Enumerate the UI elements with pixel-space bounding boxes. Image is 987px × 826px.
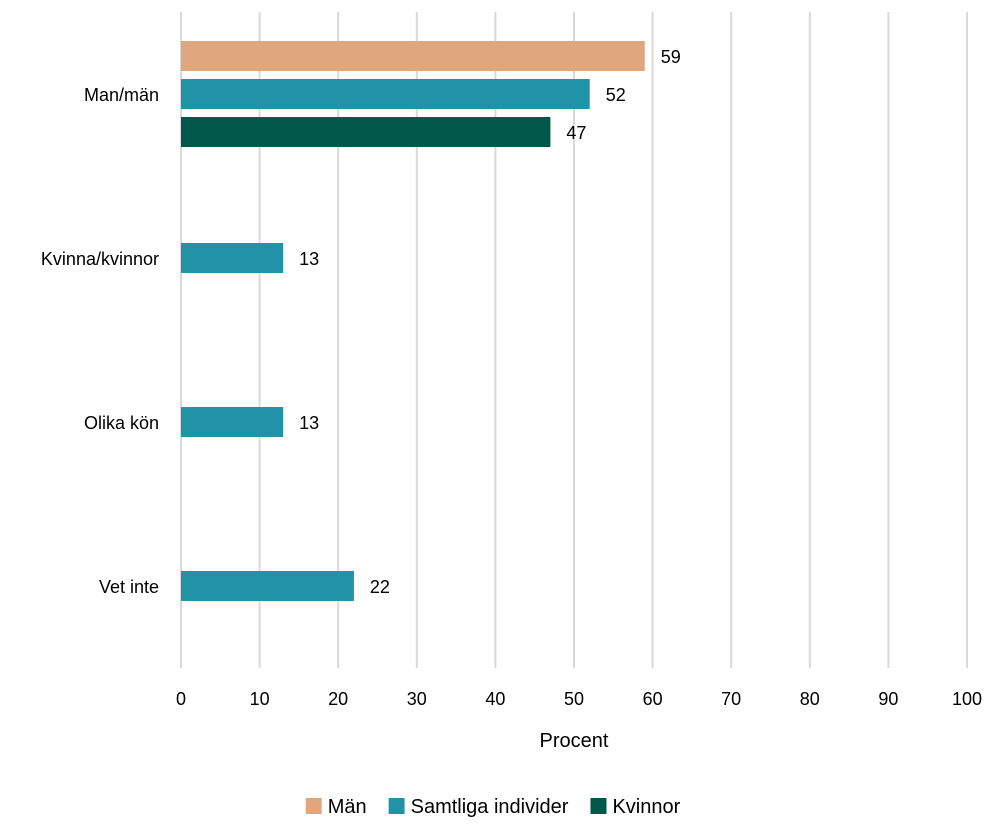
legend-label: Samtliga individer xyxy=(411,796,569,818)
data-labels: 59 52 47 13 13 22 xyxy=(299,47,681,597)
x-tick-label: 50 xyxy=(564,689,584,709)
bar xyxy=(181,41,645,71)
x-tick-label: 60 xyxy=(643,689,663,709)
data-label: 22 xyxy=(370,577,390,597)
category-label: Man/män xyxy=(84,85,159,105)
bar xyxy=(181,407,284,437)
category-labels: Man/män Kvinna/kvinnor Olika kön Vet inte xyxy=(41,85,159,597)
legend-label: Män xyxy=(328,796,367,818)
x-tick-label: 70 xyxy=(721,689,741,709)
x-tick-label: 0 xyxy=(176,689,186,709)
category-label: Vet inte xyxy=(99,577,159,597)
x-tick-labels: 0 10 20 30 40 50 60 70 80 90 100 xyxy=(176,689,982,709)
x-tick-label: 80 xyxy=(800,689,820,709)
data-label: 52 xyxy=(606,85,626,105)
gridlines xyxy=(180,12,968,668)
data-label: 47 xyxy=(566,123,586,143)
x-tick-label: 90 xyxy=(878,689,898,709)
bar xyxy=(181,243,284,273)
legend-swatch xyxy=(388,798,405,814)
bar xyxy=(181,117,551,147)
legend-label: Kvinnor xyxy=(612,796,680,818)
x-tick-label: 10 xyxy=(250,689,270,709)
x-tick-label: 30 xyxy=(407,689,427,709)
bar xyxy=(181,79,590,109)
x-tick-label: 20 xyxy=(328,689,348,709)
data-label: 13 xyxy=(299,413,319,433)
legend: Män Samtliga individer Kvinnor xyxy=(305,796,681,818)
bars xyxy=(181,41,645,601)
category-label: Olika kön xyxy=(84,413,159,433)
bar xyxy=(181,571,354,601)
data-label: 13 xyxy=(299,249,319,269)
x-tick-label: 40 xyxy=(485,689,505,709)
data-label: 59 xyxy=(661,47,681,67)
x-axis-title: Procent xyxy=(540,730,609,752)
x-tick-label: 100 xyxy=(952,689,982,709)
legend-swatch xyxy=(305,798,322,814)
legend-swatch xyxy=(590,798,607,814)
category-label: Kvinna/kvinnor xyxy=(41,249,159,269)
